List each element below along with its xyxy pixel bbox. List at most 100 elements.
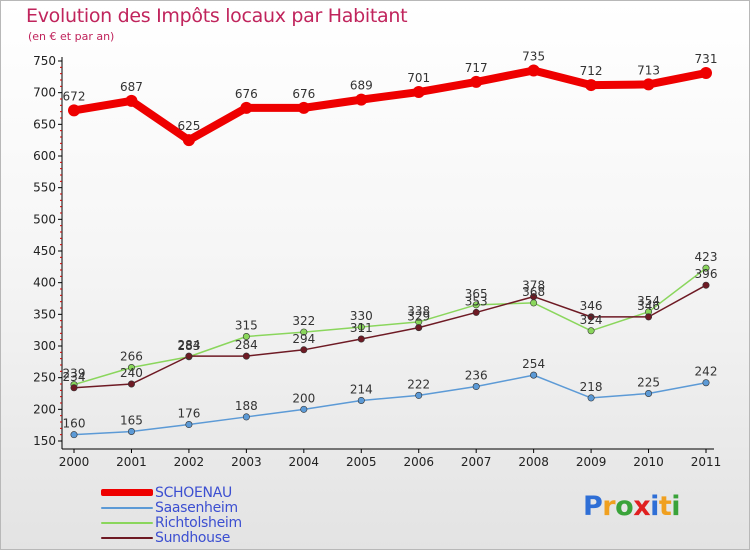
logo-letter: o [615,491,634,522]
y-tick-label: 450 [33,244,56,258]
data-point [587,327,595,335]
data-label: 254 [522,357,545,371]
data-point [242,352,250,360]
data-point [702,379,710,387]
data-label: 315 [235,319,258,333]
data-point [587,313,595,321]
data-point [240,101,253,114]
y-tick-label: 550 [33,181,56,195]
data-label: 731 [695,52,718,66]
data-point [470,75,483,88]
x-tick-label: 2003 [231,455,262,469]
data-point [68,104,80,117]
data-label: 200 [292,391,315,405]
y-tick-label: 150 [33,434,56,448]
x-tick-label: 2000 [59,455,90,469]
data-label: 353 [465,294,488,308]
data-point [182,134,195,147]
y-tick-label: 500 [33,212,56,226]
legend-label: SCHOENAU [155,484,232,501]
legend-item-schoenau: SCHOENAU [101,484,242,501]
logo-letter: r [602,491,616,522]
data-label: 329 [407,310,430,324]
data-point [127,427,135,435]
data-point [70,384,78,392]
logo-letter: P [583,491,603,522]
data-label: 176 [177,407,200,421]
data-point [357,396,365,404]
data-label: 378 [522,279,545,293]
data-label: 266 [120,350,143,364]
data-label: 284 [235,338,258,352]
data-point [530,293,538,301]
data-label: 242 [695,365,718,379]
data-label: 294 [292,332,315,346]
legend-label: Richtolsheim [155,514,242,531]
legend-swatch [101,536,153,539]
series-line-saasenheim [73,374,707,436]
data-label: 234 [63,370,86,384]
data-point [127,364,135,372]
data-label: 423 [695,250,718,264]
data-point [70,431,78,439]
data-label: 346 [637,299,660,313]
data-label: 365 [465,287,488,301]
data-point [530,371,538,379]
data-point [300,346,308,354]
data-label: 236 [465,369,488,383]
data-point [530,299,538,307]
data-point [127,380,135,388]
data-point [412,86,425,99]
y-tick-label: 250 [33,371,56,385]
data-point [587,394,595,402]
data-point [645,313,653,321]
data-point [300,328,308,336]
data-label: 672 [63,89,86,103]
data-point [185,352,193,360]
data-label: 218 [580,380,603,394]
chart-title: Evolution des Impôts locaux par Habitant [26,5,408,27]
data-point [642,78,655,91]
data-label: 687 [120,80,143,94]
y-tick-label: 600 [33,149,56,163]
data-point [472,301,480,309]
data-point [472,308,480,316]
x-tick-label: 2001 [116,455,147,469]
data-label: 712 [580,64,603,78]
data-point [300,405,308,413]
data-label: 396 [695,267,718,281]
data-point [702,281,710,289]
data-label: 188 [235,399,258,413]
data-point [357,323,365,331]
x-tick-label: 2007 [461,455,492,469]
data-point [185,421,193,429]
data-label: 713 [637,63,660,77]
legend-swatch [101,506,153,509]
y-tick-label: 350 [33,307,56,321]
legend-label: Sundhouse [155,529,231,546]
data-label: 625 [177,119,200,133]
x-tick-label: 2010 [633,455,664,469]
data-point [242,413,250,421]
data-label: 283 [177,339,200,353]
proxiti-logo: Proxiti [583,491,681,522]
logo-letter: i [650,491,659,522]
x-tick-label: 2009 [576,455,607,469]
chart-subtitle: (en € et par an) [28,30,115,43]
data-label: 338 [407,304,430,318]
data-point [700,67,712,80]
legend-item-richtolsheim: Richtolsheim [101,514,242,531]
legend-item-sundhouse: Sundhouse [101,529,242,546]
data-label: 284 [177,338,200,352]
x-tick-label: 2005 [346,455,377,469]
data-label: 346 [580,299,603,313]
x-tick-label: 2002 [174,455,205,469]
data-label: 322 [292,314,315,328]
data-label: 214 [350,382,373,396]
data-label: 160 [63,417,86,431]
x-tick-label: 2011 [691,455,722,469]
x-tick-label: 2004 [289,455,320,469]
data-label: 735 [522,50,545,64]
data-label: 676 [235,87,258,101]
